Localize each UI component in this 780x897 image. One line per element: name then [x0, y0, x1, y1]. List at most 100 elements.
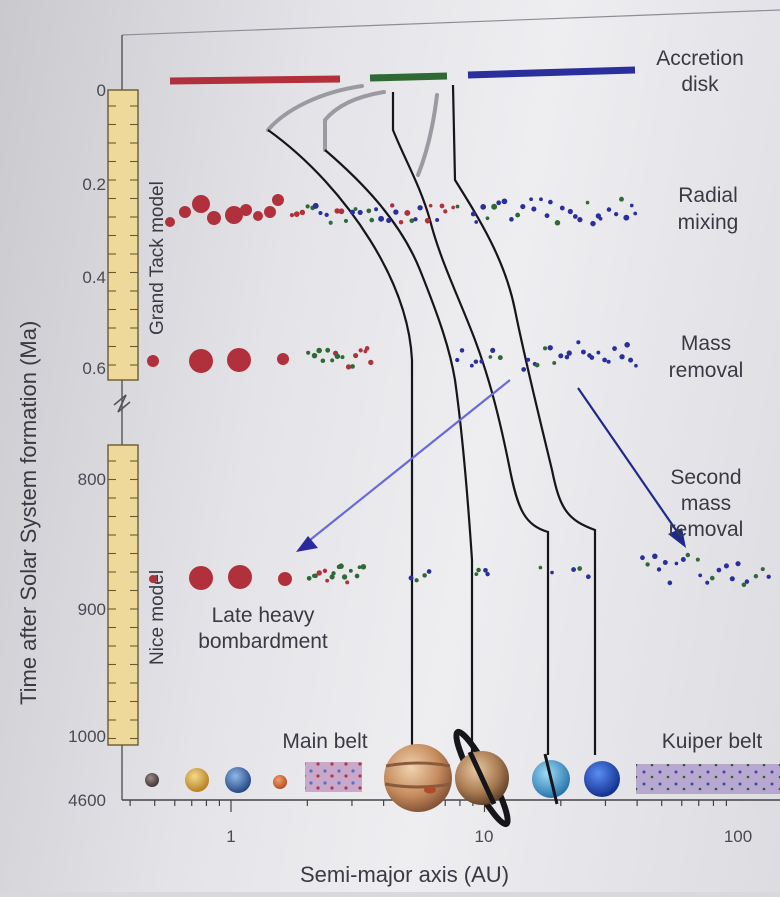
planetesimal-dot	[555, 220, 561, 226]
planetesimal-dot	[767, 575, 771, 579]
planetesimal-dot	[318, 211, 322, 215]
planetesimal-dot	[330, 358, 334, 362]
planetesimal-dot	[717, 568, 722, 573]
inward-scatter-arrow	[310, 380, 510, 540]
planetesimal-dot	[455, 358, 459, 362]
planetesimal-dot	[520, 204, 525, 209]
planetesimal-dot	[612, 346, 617, 351]
planetesimal-dot	[316, 348, 322, 354]
planetesimal-dot	[630, 204, 634, 208]
planetesimal-dot	[596, 351, 600, 355]
planetesimal-dot	[599, 217, 603, 221]
planetesimal-dot	[390, 203, 394, 207]
planetesimal-dot	[577, 217, 582, 222]
planetesimal-dot	[435, 218, 439, 222]
axis-break-icon	[114, 395, 130, 412]
planetesimal-dot	[358, 210, 363, 215]
earth-icon	[225, 767, 251, 793]
planetesimal-dot	[471, 212, 476, 217]
planetesimal-dot	[338, 208, 344, 214]
mars-icon	[273, 775, 287, 789]
planetesimal-dot	[329, 221, 333, 225]
planetesimal-dot	[602, 358, 607, 363]
planetesimal-dot	[365, 346, 370, 351]
planetesimal-dot	[429, 204, 433, 208]
x-tick-10: 10	[475, 827, 494, 846]
planetesimal-dot	[573, 214, 578, 219]
accretion-disk-label-2: disk	[681, 73, 719, 96]
saturn-track	[325, 150, 472, 755]
grand-tack-model-label: Grand Tack model	[147, 181, 168, 335]
planetesimal-dot	[483, 568, 488, 573]
planetesimal-dot	[355, 574, 360, 579]
planetesimal-dot	[323, 569, 327, 573]
planetesimal-dot	[531, 207, 536, 212]
embryo-dot	[189, 566, 213, 590]
plot-top-border	[122, 10, 780, 35]
planetesimal-dot	[290, 213, 294, 217]
present-day-row: Main belt Kuiper belt	[145, 728, 780, 828]
planetesimal-dot	[496, 200, 501, 205]
planetesimal-dot	[619, 197, 624, 202]
second-mass-removal-label-2: mass	[681, 492, 731, 515]
planetesimal-dot	[735, 561, 740, 566]
y-axis-title: Time after Solar System formation (Ma)	[16, 321, 41, 705]
planetesimal-dot	[590, 355, 595, 360]
y-tick-1000: 1000	[68, 727, 106, 746]
planetesimal-dot	[502, 198, 508, 204]
planetesimal-dot	[607, 360, 611, 364]
embryo-dot	[277, 353, 289, 365]
x-tick-1: 1	[226, 827, 235, 846]
planetesimal-dot	[417, 205, 422, 210]
planetesimal-dot	[509, 217, 514, 222]
planetesimal-dot	[470, 364, 474, 368]
planetesimal-dot	[443, 209, 447, 213]
planetesimal-dot	[550, 571, 554, 575]
planetesimal-dot	[761, 567, 765, 571]
accretion-disk-inner-bar	[170, 79, 340, 81]
planetesimal-dot	[754, 574, 758, 578]
planetesimal-dot	[335, 354, 340, 359]
planetesimal-dot	[480, 204, 486, 210]
mass-removal-label-2: removal	[669, 359, 744, 382]
neptune-icon	[584, 761, 620, 797]
embryo-dot	[227, 348, 251, 372]
accretion-disk-label-1: Accretion	[656, 47, 744, 70]
y-tick-0-2: 0.2	[82, 175, 106, 194]
planetesimal-dot	[619, 354, 624, 359]
planetesimal-dot	[440, 204, 445, 209]
planetesimal-dot	[645, 562, 649, 566]
planetesimal-dot	[535, 363, 540, 368]
planetesimal-dot	[686, 553, 690, 557]
planetesimal-dot	[663, 560, 668, 565]
planetesimal-dot	[681, 557, 686, 562]
planetesimal-dot	[427, 569, 432, 574]
planetesimal-dot	[577, 566, 582, 571]
inward-arrowhead	[296, 536, 318, 552]
planetesimal-dot	[568, 209, 573, 214]
planetesimal-dot	[325, 213, 329, 217]
planetesimal-dot	[350, 364, 355, 369]
planetesimal-dot	[560, 206, 565, 211]
jupiter-track	[268, 130, 412, 755]
planetesimal-dot	[607, 207, 612, 212]
planetesimal-dot	[633, 212, 637, 216]
uranus-track	[393, 92, 548, 755]
planetesimal-dot	[476, 568, 481, 573]
saturn-icon	[450, 728, 515, 828]
planetesimal-dot	[567, 350, 572, 355]
planetesimal-dot	[474, 572, 478, 576]
venus-icon	[185, 768, 209, 792]
planetesimal-dot	[349, 569, 353, 573]
neptune-track	[453, 85, 595, 755]
planetesimal-dot	[345, 580, 349, 584]
planetesimal-dot	[321, 358, 326, 363]
planetesimal-dot	[451, 206, 455, 210]
jupiter-icon	[384, 744, 452, 812]
planetesimal-dot	[414, 578, 418, 582]
planetesimal-dot	[571, 567, 576, 572]
planetesimal-dot	[386, 218, 391, 223]
main-belt-label: Main belt	[282, 730, 367, 753]
planetesimal-dot	[705, 581, 709, 585]
